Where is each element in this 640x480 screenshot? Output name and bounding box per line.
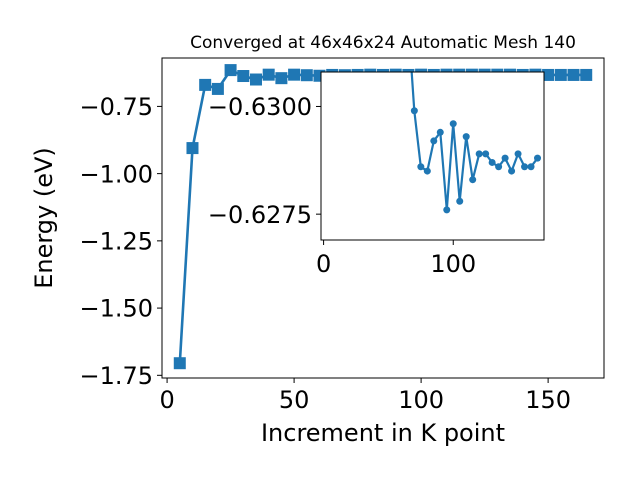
main-x-tick-label: 50 bbox=[279, 386, 310, 414]
inset-y-axis: −0.6300 −0.6275 bbox=[208, 93, 321, 229]
inset-data-point bbox=[456, 197, 464, 205]
inset-data-point bbox=[508, 167, 516, 175]
main-data-point bbox=[275, 72, 288, 85]
inset-data-point bbox=[410, 107, 418, 115]
main-x-axis-label: Increment in K point bbox=[261, 419, 505, 447]
inset-x-axis: 0 100 bbox=[316, 240, 476, 278]
inset-data-point bbox=[521, 163, 529, 171]
inset-y-tick-label: −0.6300 bbox=[208, 93, 312, 121]
main-data-point bbox=[580, 68, 593, 81]
main-x-axis: 0 50 100 150 bbox=[159, 378, 571, 414]
main-y-axis-label: Energy (eV) bbox=[30, 147, 58, 289]
inset-data-point bbox=[462, 133, 470, 141]
inset-data-point bbox=[436, 128, 444, 136]
main-data-point bbox=[224, 64, 237, 77]
main-data-point bbox=[262, 68, 275, 81]
inset-x-tick-label: 100 bbox=[430, 250, 476, 278]
inset-data-point bbox=[475, 150, 483, 158]
inset-y-tick-label: −0.6275 bbox=[208, 201, 312, 229]
main-data-point bbox=[554, 68, 567, 81]
inset-data-point bbox=[443, 206, 451, 214]
main-chart-title: Converged at 46x46x24 Automatic Mesh 140 bbox=[190, 33, 576, 53]
main-chart: Converged at 46x46x24 Automatic Mesh 140… bbox=[30, 33, 605, 447]
main-plot-area bbox=[161, 57, 605, 379]
main-y-tick-label: −1.75 bbox=[79, 362, 153, 390]
inset-data-point bbox=[534, 154, 542, 162]
main-x-tick-label: 150 bbox=[525, 386, 571, 414]
inset-series-layer bbox=[410, 72, 542, 214]
inset-chart: 0 100 −0.6300 −0.6275 bbox=[208, 71, 545, 278]
inset-data-point bbox=[495, 163, 503, 171]
inset-data-point bbox=[469, 176, 477, 184]
main-x-tick-label: 100 bbox=[398, 386, 444, 414]
inset-data-point bbox=[449, 120, 457, 128]
inset-data-point bbox=[488, 158, 496, 166]
inset-data-point bbox=[417, 163, 425, 171]
inset-data-point bbox=[430, 137, 438, 145]
main-y-tick-label: −1.00 bbox=[79, 160, 153, 188]
inset-data-point bbox=[423, 167, 431, 175]
main-data-point bbox=[542, 68, 555, 81]
main-data-point bbox=[186, 142, 199, 155]
inset-data-point bbox=[514, 150, 522, 158]
main-x-tick-label: 0 bbox=[159, 386, 174, 414]
inset-plot-area bbox=[320, 71, 545, 241]
inset-data-point bbox=[527, 163, 535, 171]
main-data-point bbox=[173, 357, 186, 370]
main-y-axis: −0.75 −1.00 −1.25 −1.50 −1.75 bbox=[79, 93, 162, 390]
main-y-tick-label: −0.75 bbox=[79, 93, 153, 121]
main-data-point bbox=[288, 68, 301, 81]
inset-background bbox=[321, 72, 544, 240]
main-data-point bbox=[199, 78, 212, 91]
inset-data-point bbox=[501, 154, 509, 162]
inset-data-point bbox=[482, 150, 490, 158]
main-y-tick-label: −1.50 bbox=[79, 295, 153, 323]
main-data-point bbox=[300, 69, 313, 82]
main-data-point bbox=[249, 73, 262, 86]
main-data-point bbox=[211, 82, 224, 95]
inset-x-tick-label: 0 bbox=[316, 250, 331, 278]
main-data-point bbox=[567, 68, 580, 81]
main-data-point bbox=[237, 70, 250, 83]
main-y-tick-label: −1.25 bbox=[79, 227, 153, 255]
